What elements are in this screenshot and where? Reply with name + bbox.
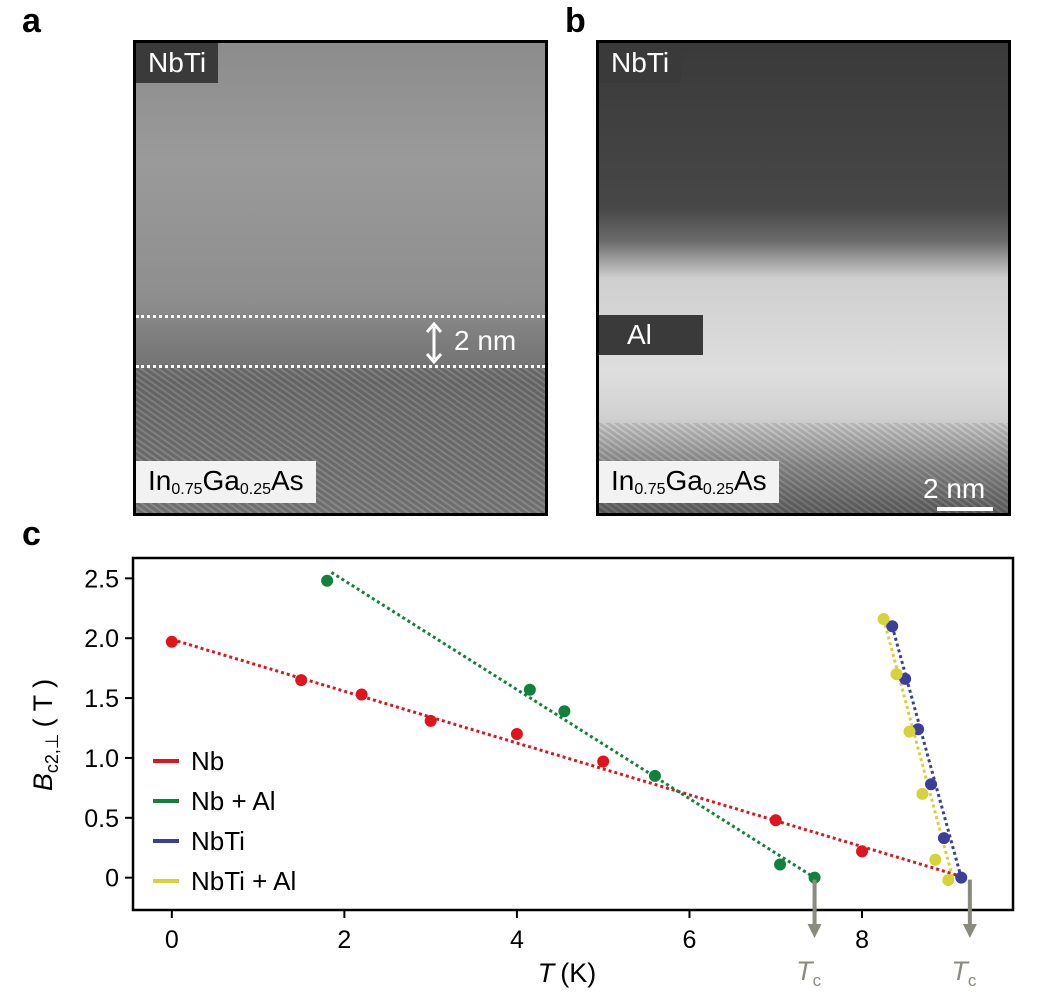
data-point-nb [597,755,610,768]
data-point-nb [355,688,368,701]
data-point-nbti [886,620,899,633]
x-tick-label: 0 [165,926,179,954]
legend-label: Nb + Al [191,786,276,816]
x-tick-label: 6 [683,926,697,954]
scalebar-label: 2 nm [923,473,986,504]
tc-arrow-icon [962,924,977,938]
double-arrow-icon [425,321,443,365]
data-point-nbti-al [916,787,929,800]
panel-b-letter: b [565,2,586,40]
ingaas-label-b: In0.75Ga0.25As [599,461,779,503]
data-point-nb [424,714,437,727]
data-point-nb-al [321,574,334,587]
legend-label: Nb [191,746,224,776]
panel-c-letter: c [22,515,41,553]
data-point-nb [769,814,782,827]
panel-a-letter: a [22,2,41,40]
y-tick-label: 1.0 [84,745,119,773]
legend-label: NbTi + Al [191,866,296,896]
y-tick-label: 2.5 [84,565,119,593]
data-point-nbti-al [929,853,942,866]
data-point-nb-al [808,871,821,884]
data-point-nbti [925,778,938,791]
x-tick-label: 8 [855,926,869,954]
thickness-label: 2 nm [454,325,517,356]
y-axis-label: Bc2,⊥( T ) [28,679,62,791]
critical-field-chart: 0 2 4 6 8 0 0.5 1.0 1.5 2.0 2.5 Tc Tc Nb Nb + Al NbT… [28,556,1015,990]
fit-line-nb [171,637,966,880]
data-point-nb [510,728,523,740]
data-point-nb [856,845,869,858]
panel-b-stem-image: NbTi Al In0.75Ga0.25As 2 nm [596,40,1011,516]
data-point-nbti-al [877,613,890,626]
data-point-nbti [937,832,950,845]
x-tick-label: 4 [510,926,524,954]
data-point-nb-al [774,858,787,871]
y-tick-label: 0.5 [84,805,119,833]
data-point-nbti-al [903,725,916,738]
data-point-nb-al [523,683,536,696]
interface-line-bottom [136,365,545,368]
fit-line-nb-al [330,571,816,879]
tc-label: Tc [951,956,977,990]
x-tick-label: 2 [337,926,351,954]
data-point-nb [165,635,178,648]
interface-line-top [136,315,545,318]
data-point-nbti-al [942,874,955,887]
data-point-nb [295,674,308,687]
data-point-nb-al [558,705,571,718]
tc-label: Tc [796,956,822,990]
data-point-nbti [955,871,968,884]
ingaas-label-a: In0.75Ga0.25As [136,461,316,503]
y-tick-label: 1.5 [84,685,119,713]
legend-label: NbTi [191,826,245,856]
nbti-label-b: NbTi [599,43,682,83]
plot-frame [131,556,1015,912]
fit-line-nbti [890,625,963,879]
tc-arrow-icon [807,924,822,938]
panel-a-tem-image: 2 nm NbTi In0.75Ga0.25As [133,40,548,516]
data-point-nb-al [648,769,661,782]
scalebar [937,507,993,511]
al-label-b: Al [599,315,703,355]
y-tick-label: 2.0 [84,625,119,653]
nbti-label-a: NbTi [136,43,219,83]
y-tick-label: 0 [105,865,119,893]
data-point-nbti-al [890,668,903,681]
x-axis-label: T (K) [538,958,597,988]
